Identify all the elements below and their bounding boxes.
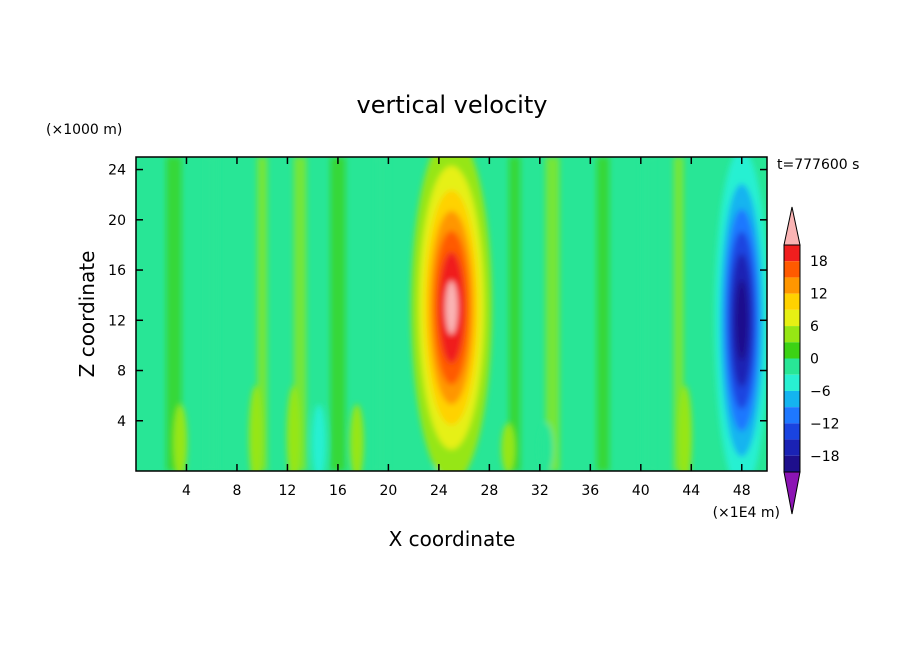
colorbar-segment (784, 293, 800, 310)
x-tick-label: 32 (531, 483, 549, 499)
time-label: t=777600 s (777, 157, 859, 173)
x-tick-label: 28 (480, 483, 498, 499)
colorbar-segment (784, 309, 800, 327)
field-band-6 (508, 157, 521, 471)
colorbar-tick-label: 6 (810, 319, 819, 335)
contour-plot-area (136, 157, 767, 471)
updraft-contour-6 (445, 280, 458, 335)
y-tick-label: 12 (108, 313, 126, 329)
colorbar-segment (784, 439, 800, 456)
y-axis-unit: (×1000 m) (46, 122, 122, 138)
chart-title: vertical velocity (357, 91, 548, 119)
y-tick-label: 16 (108, 263, 126, 279)
colorbar-tick-label: −18 (810, 449, 840, 465)
low-level-cell-2 (286, 385, 301, 471)
y-tick-label: 8 (117, 364, 126, 380)
colorbar-segment (784, 245, 800, 262)
x-tick-label: 12 (279, 483, 297, 499)
low-level-cell-1 (248, 385, 263, 471)
colorbar-tick-label: 0 (810, 352, 819, 368)
low-level-cell-8 (678, 385, 692, 471)
x-tick-label: 4 (182, 483, 191, 499)
x-axis-label: X coordinate (389, 527, 516, 551)
x-tick-label: 24 (430, 483, 448, 499)
x-tick-label: 8 (232, 483, 241, 499)
colorbar-segment (784, 423, 800, 440)
colorbar-segment (784, 455, 800, 472)
low-level-cell-6 (501, 423, 516, 471)
velocity-field (166, 157, 767, 471)
colorbar-segment (784, 342, 800, 359)
field-band-4 (330, 157, 346, 471)
low-level-cell-3 (312, 404, 326, 471)
colorbar-tick-label: −6 (810, 384, 831, 400)
colorbar: 18 12 6 0 −6 −12 −18 (783, 206, 840, 515)
field-band-1 (205, 157, 219, 471)
colorbar-segment (784, 261, 800, 278)
colorbar-over-arrow (783, 206, 801, 246)
field-band-9 (640, 157, 654, 471)
colorbar-under-arrow (783, 471, 801, 515)
x-axis-ticks: 4 8 12 16 20 24 28 32 36 40 44 48 (182, 157, 751, 499)
plot-frame (135, 156, 768, 472)
colorbar-segment (784, 277, 800, 294)
y-tick-label: 20 (108, 213, 126, 229)
downdraft-contour-5 (735, 279, 749, 361)
x-tick-label: 16 (329, 483, 347, 499)
low-level-cell-0 (173, 404, 188, 471)
field-band-8 (596, 157, 610, 471)
x-axis-unit: (×1E4 m) (713, 505, 780, 521)
x-tick-label: 44 (682, 483, 700, 499)
field-band-7 (545, 157, 560, 471)
y-axis-label: Z coordinate (75, 251, 99, 378)
x-tick-label: 20 (379, 483, 397, 499)
y-axis-ticks: 4 8 12 16 20 24 (108, 163, 767, 430)
x-tick-label: 48 (733, 483, 751, 499)
field-band-5 (375, 157, 389, 471)
field-band-10 (673, 157, 684, 471)
x-tick-label: 36 (581, 483, 599, 499)
colorbar-segment (784, 358, 800, 375)
colorbar-segment (784, 326, 800, 343)
y-tick-label: 24 (108, 163, 126, 179)
low-level-cell-7 (539, 423, 554, 471)
colorbar-tick-label: −12 (810, 416, 840, 432)
field-band-2 (257, 157, 268, 471)
colorbar-tick-label: 12 (810, 287, 828, 303)
colorbar-tick-label: 18 (810, 254, 828, 270)
colorbar-segment (784, 390, 800, 408)
low-level-cell-4 (349, 404, 364, 471)
x-tick-label: 40 (632, 483, 650, 499)
field-band-0 (166, 157, 182, 471)
y-tick-label: 4 (117, 414, 126, 430)
colorbar-segment (784, 407, 800, 424)
colorbar-segment (784, 374, 800, 391)
